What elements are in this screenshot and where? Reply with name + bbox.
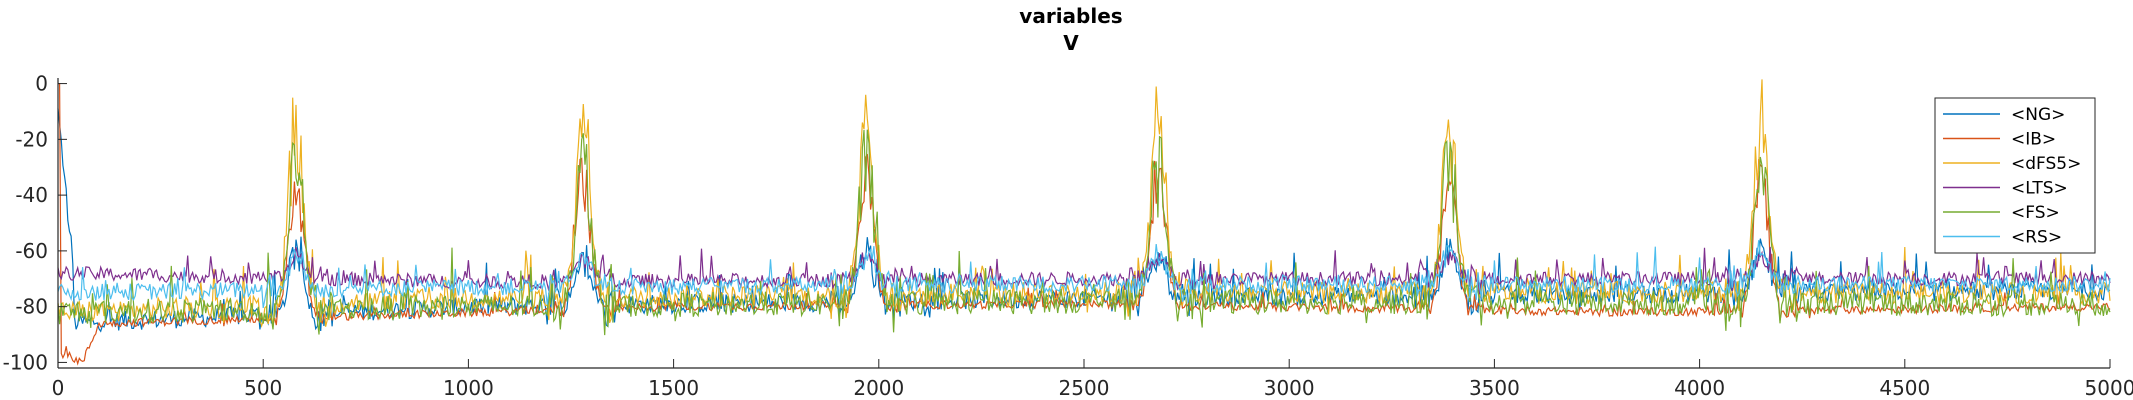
y-tick-label: -20 bbox=[15, 127, 48, 151]
legend-label: <RS> bbox=[2011, 228, 2062, 248]
x-tick-label: 4500 bbox=[1879, 376, 1930, 400]
series-lines bbox=[57, 79, 2111, 366]
tick-labels: 0 500 1000 1500 2000 2500 3000 3500 4000 4500 5000… bbox=[3, 72, 2133, 400]
y-tick-label: -80 bbox=[15, 295, 48, 319]
x-tick-label: 5000 bbox=[2085, 376, 2133, 400]
x-tick-label: 4000 bbox=[1674, 376, 1725, 400]
plot-area: 0 500 1000 1500 2000 2500 3000 3500 4000 4500 5000… bbox=[3, 72, 2133, 400]
axes bbox=[57, 78, 2111, 369]
y-tick-label: 0 bbox=[35, 72, 48, 96]
series-line-1 bbox=[58, 83, 2111, 366]
x-tick-label: 0 bbox=[52, 376, 65, 400]
y-tick-label: -100 bbox=[3, 350, 48, 374]
legend-label: <LTS> bbox=[2011, 179, 2068, 199]
legend-label: <NG> bbox=[2011, 105, 2065, 125]
x-tick-label: 500 bbox=[244, 376, 282, 400]
series-line-5 bbox=[57, 240, 2111, 309]
legend-label: <FS> bbox=[2011, 203, 2060, 223]
legend-label: <dFS5> bbox=[2011, 154, 2081, 174]
chart-title: variables bbox=[1019, 4, 1122, 28]
x-tick-label: 3000 bbox=[1264, 376, 1315, 400]
legend-box bbox=[1934, 97, 2096, 254]
y-tick-label: -60 bbox=[15, 239, 48, 263]
series-line-4 bbox=[57, 129, 2111, 336]
x-tick-label: 2500 bbox=[1059, 376, 1110, 400]
y-tick-label: -40 bbox=[15, 183, 48, 207]
chart-subtitle: V bbox=[1063, 31, 1079, 55]
x-tick-label: 1000 bbox=[443, 376, 494, 400]
legend[interactable]: <NG> <IB> <dFS5> <LTS> <FS> <RS> bbox=[1934, 97, 2096, 254]
x-tick-label: 3500 bbox=[1469, 376, 1520, 400]
x-tick-label: 2000 bbox=[853, 376, 904, 400]
legend-label: <IB> bbox=[2011, 130, 2056, 150]
x-tick-label: 1500 bbox=[648, 376, 699, 400]
